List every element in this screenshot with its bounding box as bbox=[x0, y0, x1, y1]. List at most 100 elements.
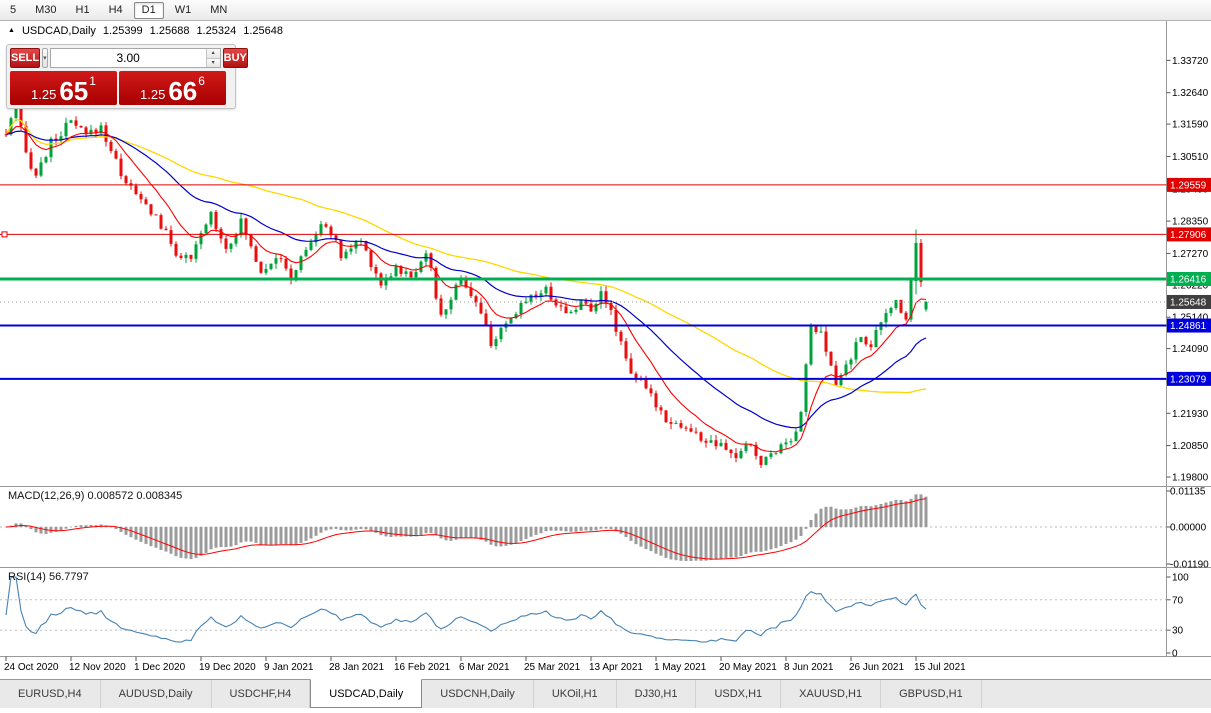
time-axis-label: 20 May 2021 bbox=[719, 662, 777, 673]
tab-usdcnh-daily[interactable]: USDCNH,Daily bbox=[422, 680, 534, 708]
timeframe-button-mn[interactable]: MN bbox=[202, 2, 235, 19]
candle-body bbox=[309, 242, 313, 250]
candle-body bbox=[834, 365, 838, 386]
time-axis-label: 16 Feb 2021 bbox=[394, 662, 451, 673]
macd-axis-label: -0.01190 bbox=[1170, 560, 1209, 571]
tab-dj30-h1[interactable]: DJ30,H1 bbox=[617, 680, 697, 708]
timeframe-button-d1[interactable]: D1 bbox=[133, 1, 164, 19]
candle-body bbox=[739, 451, 743, 459]
candle-body bbox=[559, 305, 563, 307]
candle-body bbox=[329, 226, 333, 236]
tab-usdx-h1[interactable]: USDX,H1 bbox=[696, 680, 782, 708]
volume-dropdown-button[interactable]: ▾ bbox=[42, 48, 48, 68]
price-level-badge-text: 1.23079 bbox=[1170, 374, 1207, 385]
candle-body bbox=[69, 120, 73, 123]
timeframe-button-w1[interactable]: W1 bbox=[167, 2, 200, 19]
timeframe-button-h1[interactable]: H1 bbox=[68, 2, 98, 19]
candle-body bbox=[769, 453, 773, 457]
candle-body bbox=[819, 331, 823, 333]
candle-body bbox=[659, 407, 663, 411]
rsi-axis-label: 0 bbox=[1172, 649, 1178, 660]
volume-decrease-button[interactable]: ▾ bbox=[206, 58, 220, 67]
tab-audusd-daily[interactable]: AUDUSD,Daily bbox=[101, 680, 212, 708]
time-axis-label: 9 Jan 2021 bbox=[264, 662, 314, 673]
timeframe-button-m30[interactable]: M30 bbox=[27, 2, 64, 19]
price-axis-label: 1.31590 bbox=[1172, 120, 1209, 131]
candle-body bbox=[744, 444, 748, 452]
candle-body bbox=[444, 309, 448, 315]
candle-body bbox=[719, 442, 723, 447]
candle-body bbox=[629, 358, 633, 374]
candle-body bbox=[489, 325, 493, 347]
candle-body bbox=[889, 307, 893, 314]
candle-body bbox=[449, 299, 453, 310]
rsi-line bbox=[5, 576, 927, 643]
price-level-badge bbox=[1167, 177, 1211, 192]
timeframe-toolbar: 5 M30 H1 H4 D1 W1 MN bbox=[0, 0, 1211, 21]
high-value: 1.25688 bbox=[149, 25, 190, 37]
candle-body bbox=[89, 129, 93, 135]
candle-body bbox=[224, 238, 228, 249]
candle-body bbox=[809, 326, 813, 365]
rsi-indicator-label: RSI(14) 56.7797 bbox=[8, 571, 89, 583]
candle-body bbox=[519, 302, 523, 315]
sell-button[interactable]: SELL bbox=[10, 48, 41, 68]
price-axis-label: 1.33720 bbox=[1172, 56, 1209, 67]
candle-body bbox=[509, 318, 513, 324]
candle-body bbox=[264, 269, 268, 273]
candle-body bbox=[469, 287, 473, 297]
timeframe-button-5[interactable]: 5 bbox=[2, 2, 24, 19]
tab-gbpusd-h1[interactable]: GBPUSD,H1 bbox=[881, 680, 982, 708]
candle-body bbox=[304, 249, 308, 257]
collapse-triangle-icon[interactable]: ▲ bbox=[8, 26, 15, 34]
tab-ukoil-h1[interactable]: UKOil,H1 bbox=[534, 680, 617, 708]
candle-body bbox=[44, 157, 48, 163]
candle-body bbox=[399, 266, 403, 274]
tab-usdcad-daily[interactable]: USDCAD,Daily bbox=[310, 679, 423, 708]
candle-body bbox=[74, 120, 78, 126]
timeframe-button-h4[interactable]: H4 bbox=[101, 2, 131, 19]
candle-body bbox=[219, 228, 223, 239]
rsi-axis-label: 70 bbox=[1172, 595, 1184, 606]
candle-body bbox=[874, 330, 878, 348]
candle-body bbox=[589, 303, 593, 312]
sell-price-big: 65 bbox=[59, 76, 89, 106]
candle-body bbox=[109, 141, 113, 151]
candle-body bbox=[624, 341, 628, 359]
candle-body bbox=[709, 440, 713, 443]
candle-body bbox=[724, 442, 728, 450]
buy-price-display[interactable]: 1.25 66 6 bbox=[119, 71, 226, 105]
candle-body bbox=[764, 456, 768, 465]
sell-price-display[interactable]: 1.25 65 1 bbox=[10, 71, 117, 105]
candle-body bbox=[759, 455, 763, 465]
ma-mid-line bbox=[5, 130, 927, 429]
candle-body bbox=[729, 449, 733, 454]
volume-increase-button[interactable]: ▴ bbox=[206, 49, 220, 59]
tab-xauusd-h1[interactable]: XAUUSD,H1 bbox=[781, 680, 882, 708]
candle-body bbox=[609, 302, 613, 311]
candle-body bbox=[664, 410, 668, 423]
candle-body bbox=[479, 302, 483, 314]
macd-signal-line bbox=[5, 498, 927, 560]
tab-usdchf-h4[interactable]: USDCHF,H4 bbox=[212, 680, 311, 708]
candle-body bbox=[864, 337, 868, 345]
candle-body bbox=[369, 250, 373, 268]
open-value: 1.25399 bbox=[102, 25, 143, 37]
time-axis-label: 6 Mar 2021 bbox=[459, 662, 510, 673]
current-price-badge bbox=[1167, 294, 1211, 309]
line-handle[interactable] bbox=[1, 231, 8, 238]
tab-eurusd-h4[interactable]: EURUSD,H4 bbox=[0, 680, 101, 708]
buy-button[interactable]: BUY bbox=[222, 48, 248, 68]
chart-ohlc-header: ▲ USDCAD,Daily 1.25399 1.25688 1.25324 1… bbox=[8, 25, 283, 37]
candle-body bbox=[209, 211, 213, 225]
candle-body bbox=[4, 134, 8, 136]
candle-body bbox=[289, 268, 293, 279]
price-axis-label: 1.25140 bbox=[1172, 313, 1209, 324]
volume-input[interactable] bbox=[50, 49, 206, 67]
one-click-trading-panel: SELL ▾ ▴ ▾ BUY 1.25 65 1 1.25 66 6 bbox=[6, 44, 248, 109]
candle-body bbox=[919, 242, 923, 282]
candle-body bbox=[794, 431, 798, 442]
candle-body bbox=[694, 431, 698, 433]
time-axis-label: 15 Jul 2021 bbox=[914, 662, 966, 673]
